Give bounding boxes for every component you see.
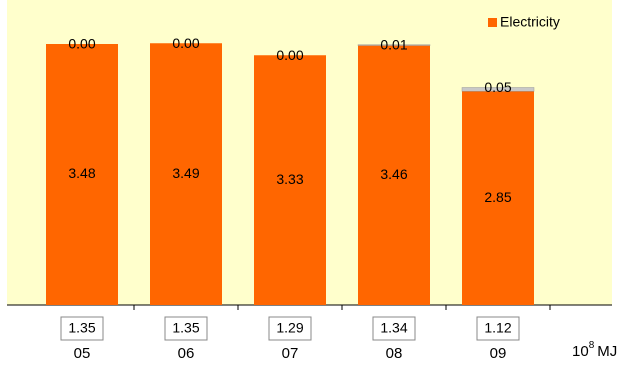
x-tick-label: 09 xyxy=(490,345,507,362)
x-tick-label: 06 xyxy=(178,345,195,362)
legend-label: Electricity xyxy=(500,14,560,30)
data-label: 0.00 xyxy=(276,47,303,63)
data-label: 0.01 xyxy=(380,36,407,52)
data-label: 0.00 xyxy=(172,35,199,51)
value-box xyxy=(476,316,520,341)
box-value: 1.12 xyxy=(484,320,511,336)
box-value: 1.35 xyxy=(68,320,95,336)
data-label: 0.00 xyxy=(68,36,95,52)
value-box xyxy=(372,316,416,341)
data-label: 3.33 xyxy=(276,171,303,187)
bar-segment xyxy=(254,55,326,305)
box-value: 1.29 xyxy=(276,320,303,336)
bar-segment xyxy=(150,43,222,305)
bar-segment xyxy=(358,45,430,305)
bar-segment xyxy=(357,44,431,46)
legend-swatch xyxy=(488,18,497,27)
x-tick-label: 08 xyxy=(386,345,403,362)
value-box xyxy=(164,316,208,341)
bar-segment xyxy=(462,91,534,305)
data-label: 3.48 xyxy=(68,165,95,181)
data-label: 0.05 xyxy=(484,79,511,95)
x-tick-label: 07 xyxy=(282,345,299,362)
data-label: 3.49 xyxy=(172,165,199,181)
box-value: 1.34 xyxy=(380,320,407,336)
data-label: 2.85 xyxy=(484,189,511,205)
value-box xyxy=(60,316,104,341)
box-value: 1.35 xyxy=(172,320,199,336)
value-box xyxy=(268,316,312,341)
unit-label: 108 MJ xyxy=(572,340,617,360)
bar-segment xyxy=(46,44,118,305)
x-tick-label: 05 xyxy=(74,345,91,362)
bar-segment xyxy=(461,87,535,92)
data-label: 3.46 xyxy=(380,166,407,182)
